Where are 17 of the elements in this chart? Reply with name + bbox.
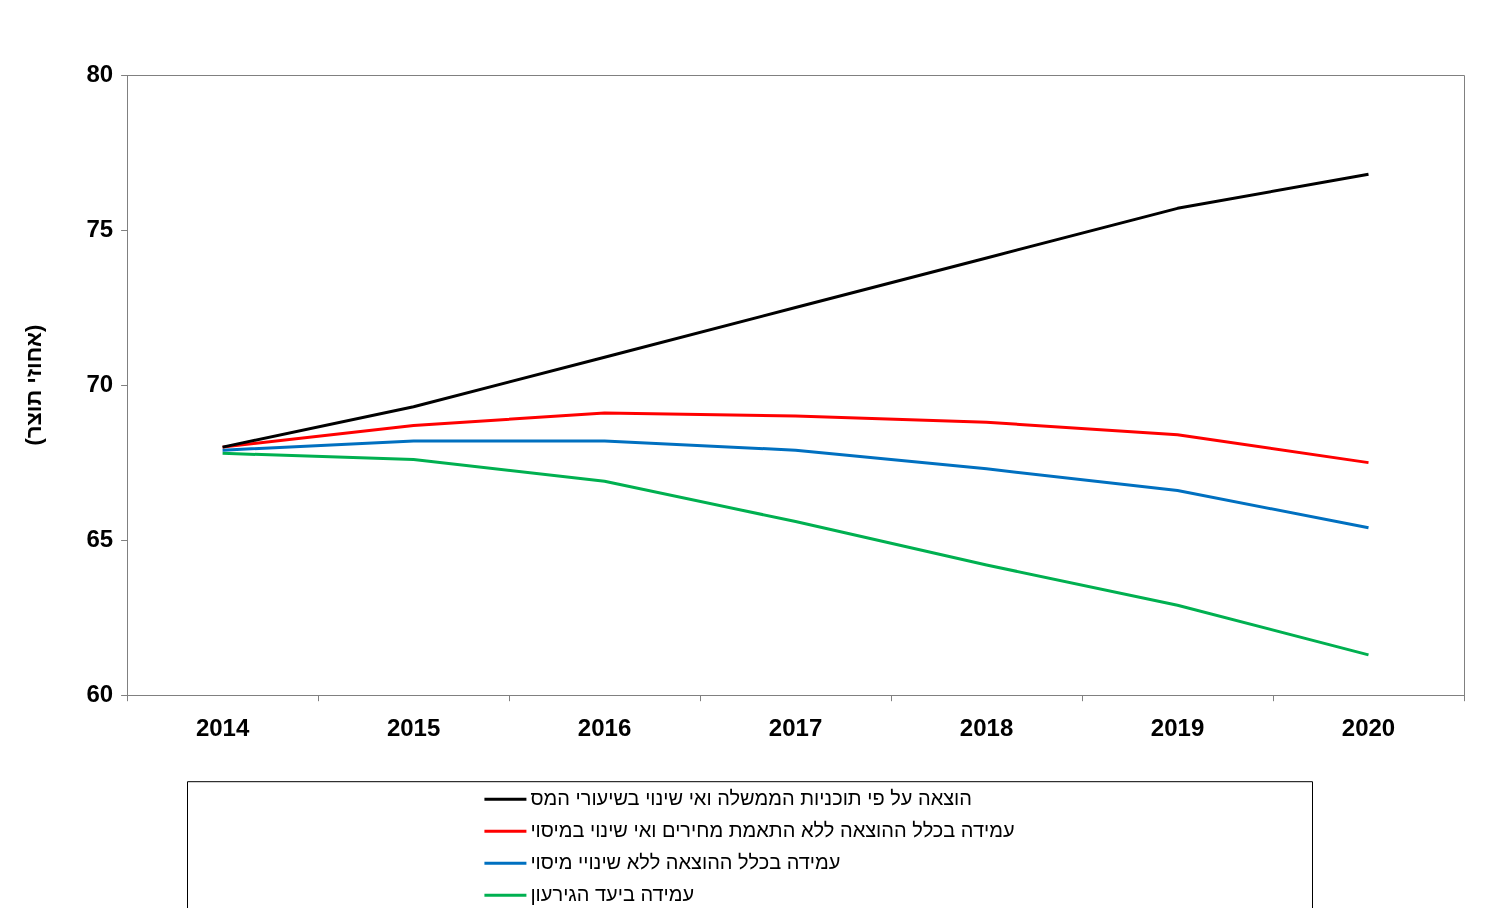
x-tick-label: 2020 — [1341, 714, 1396, 742]
x-tick-label: 2019 — [1150, 714, 1205, 742]
y-axis-title: (אחוזי תוצר) — [21, 324, 47, 446]
y-tick-label: 70 — [86, 369, 114, 397]
x-tick-label: 2017 — [768, 714, 823, 742]
legend-label: עמידה ביעד הגירעון — [530, 882, 695, 905]
x-tick-label: 2018 — [959, 714, 1014, 742]
legend-label: עמידה בכלל ההוצאה ללא שינויי מיסוי — [530, 850, 841, 873]
x-tick-label: 2015 — [386, 714, 441, 742]
legend-label: הוצאה על פי תוכניות הממשלה ואי שינוי בשיעורי המס — [530, 786, 972, 809]
legend-label: עמידה בכלל ההוצאה ללא התאמת מחירים ואי שינוי במיסוי — [530, 818, 1015, 841]
y-tick-label: 80 — [86, 59, 114, 87]
y-tick-label: 60 — [86, 679, 114, 707]
y-tick-label: 75 — [86, 214, 114, 242]
x-tick-label: 2014 — [195, 714, 250, 742]
y-tick-label: 65 — [86, 524, 114, 552]
x-tick-label: 2016 — [577, 714, 632, 742]
